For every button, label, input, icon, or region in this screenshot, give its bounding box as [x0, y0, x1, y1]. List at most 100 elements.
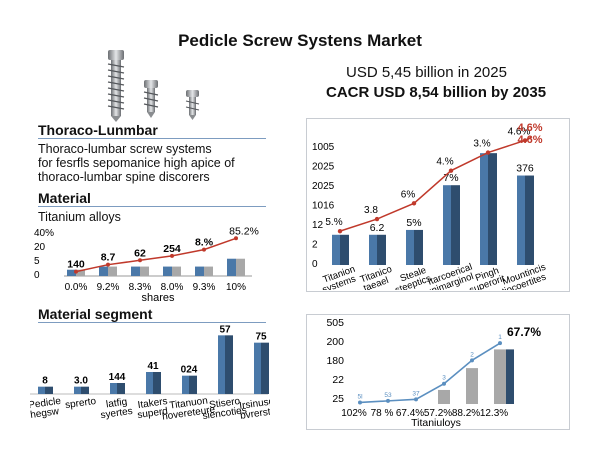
annotation-label: 67.7%	[507, 325, 541, 339]
x-tick-label: Irsinusgin	[239, 395, 270, 412]
x-tick-label: 0.0%	[65, 282, 88, 293]
data-label: 254	[163, 243, 181, 255]
bar	[443, 185, 451, 265]
bar	[189, 375, 197, 394]
bar	[195, 266, 204, 276]
material-share-chart: 40% 20 5 0 0.0% 9.2% 8.3% 8.0% 9.3% 10% 140 8.7 62 25…	[34, 225, 259, 304]
bar	[261, 342, 269, 394]
y-tick-label: 40%	[34, 228, 54, 239]
x-axis-label: shares	[141, 292, 175, 304]
titanium-chart: 505 200 180 22 25 102% 78 % 67.4% 57.2% 88.2% 12.3…	[326, 317, 541, 428]
screw-icon	[143, 80, 159, 118]
bar-label: 376	[516, 163, 534, 175]
line-label: 4.6%	[508, 126, 531, 137]
x-tick-label: sprerto	[64, 396, 97, 411]
x-tick-label: 57.2%	[424, 408, 452, 419]
description-line: thoraco-lumbar spine discorers	[38, 170, 210, 184]
point-label: 37	[412, 390, 420, 397]
description-line: Thoraco-lumbar screw systems	[38, 142, 212, 156]
annotation-label: 4.6%	[517, 122, 542, 134]
bar	[414, 229, 423, 265]
x-tick-label: Pedicle	[30, 396, 62, 412]
trend-point	[448, 168, 454, 173]
bar	[45, 386, 53, 394]
bar	[74, 386, 81, 394]
section-heading-thoraco-lumbar: Thoraco-Lunmbar	[38, 122, 158, 138]
screw-icon	[107, 50, 125, 122]
x-tick-label: latfig	[105, 397, 127, 411]
bar	[517, 175, 525, 265]
x-tick-label: 10%	[226, 282, 246, 293]
trend-line	[339, 136, 533, 232]
data-label: 57	[219, 324, 231, 335]
bar	[369, 234, 377, 265]
y-tick-label: 1016	[312, 201, 335, 212]
y-tick-label: 2	[312, 240, 318, 251]
x-tick-label: 88.2%	[452, 408, 480, 419]
bar	[110, 383, 117, 394]
data-label: 8	[42, 376, 48, 387]
data-label: 8.%	[195, 237, 214, 249]
page-title: Pedicle Screw Systens Market	[178, 31, 422, 50]
data-label: 62	[134, 247, 146, 259]
x-tick-label: 8.3%	[129, 282, 152, 293]
trend-point	[374, 216, 380, 222]
line-label: 6%	[401, 189, 416, 200]
data-label: 024	[181, 365, 198, 376]
data-label: 75	[255, 332, 267, 343]
bar	[218, 335, 225, 394]
trend-point	[74, 269, 78, 274]
bar	[332, 234, 340, 265]
trend-point	[202, 247, 206, 252]
x-tick-label: 9.2%	[97, 282, 120, 293]
x-tick-label: 12.3%	[480, 408, 508, 419]
y-tick-label: 25	[332, 393, 344, 405]
growth-chart-frame	[306, 118, 570, 292]
x-tick-label: 78 %	[371, 408, 394, 419]
trend-point	[138, 258, 142, 263]
x-tick-label: hegsw	[30, 406, 61, 421]
bar	[38, 386, 45, 394]
bar	[236, 258, 245, 276]
bar	[506, 349, 514, 404]
trend-point	[485, 150, 491, 155]
bar	[146, 372, 153, 394]
titanium-chart-frame	[306, 314, 570, 430]
point-label: 1	[498, 334, 502, 341]
bar	[204, 266, 213, 276]
line-label: 4.%	[436, 157, 453, 168]
data-label: 140	[67, 259, 85, 271]
section-divider	[38, 138, 266, 139]
trend-line	[75, 237, 237, 273]
line-label: 3.8	[364, 205, 378, 216]
bar	[525, 175, 534, 265]
y-tick-label: 5	[34, 256, 40, 267]
cagr-stat: CACR USD 8,54 billion by 2035	[326, 84, 547, 101]
trend-point	[414, 397, 418, 402]
x-tick-label: Titanuon	[169, 395, 209, 411]
bar	[254, 342, 261, 394]
point-label: 3	[442, 375, 446, 382]
point-label: 53	[384, 392, 392, 399]
y-tick-label: 2025	[312, 162, 335, 173]
bar	[117, 383, 125, 394]
bar	[451, 185, 460, 265]
x-tick-label: syertes	[100, 406, 133, 421]
section-heading-material-segment: Material segment	[38, 306, 153, 322]
x-tick-label: 9.3%	[193, 282, 216, 293]
bar	[172, 266, 181, 276]
data-label: 85.2%	[229, 225, 259, 237]
bar-label: 7%	[443, 172, 458, 184]
x-tick-label: 8.0%	[161, 282, 184, 293]
bar	[494, 349, 506, 404]
trend-point	[386, 398, 390, 403]
bar	[340, 234, 349, 265]
section-description: Thoraco-lumbar screw systems for fesrfls…	[38, 142, 338, 184]
data-label: 41	[147, 361, 159, 372]
bar	[377, 234, 386, 265]
trend-point	[234, 236, 238, 241]
x-tick-label: att	[480, 288, 494, 290]
x-tick-label: superd	[137, 406, 169, 421]
bar-label: 5%	[406, 217, 421, 229]
bar	[225, 335, 233, 394]
